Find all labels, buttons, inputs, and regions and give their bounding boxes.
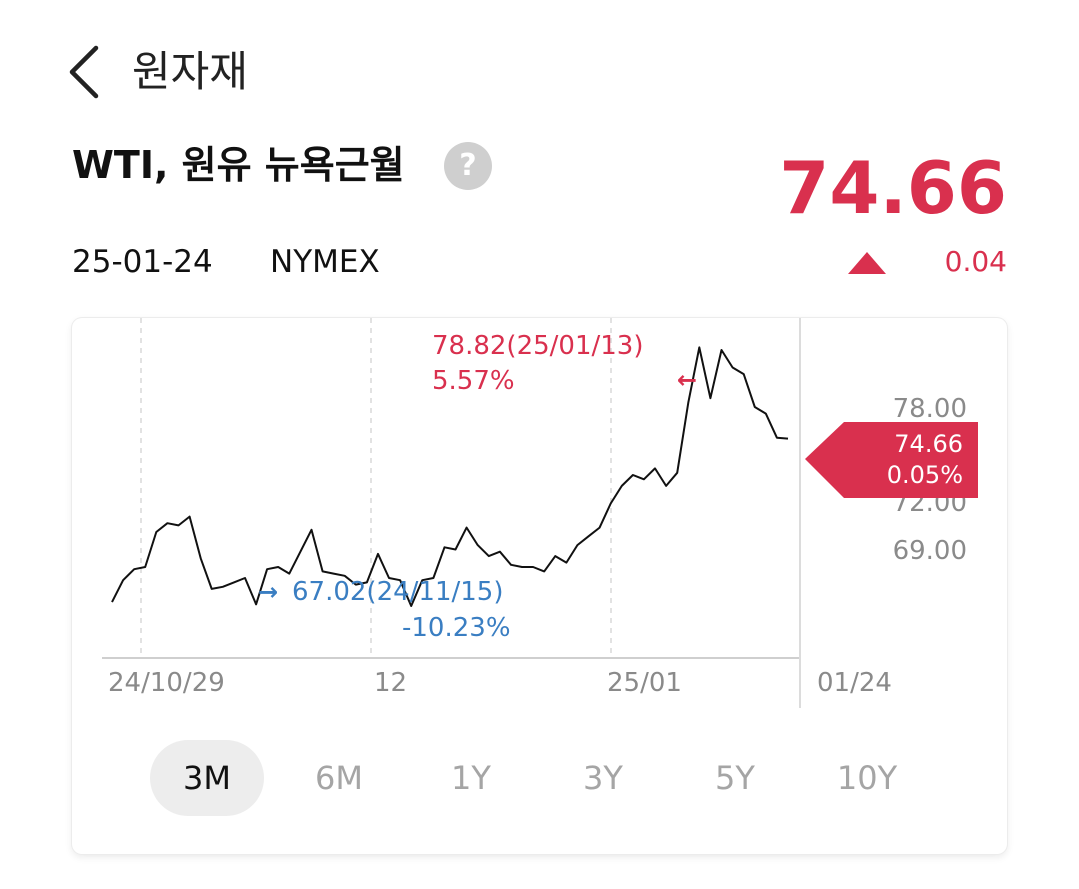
price-chart[interactable]: 24/10/29 12 25/01 01/24 78.00 72.00 69.0… bbox=[72, 318, 1007, 738]
x-tick-label: 25/01 bbox=[607, 668, 682, 698]
high-annotation-label: 78.82(25/01/13) bbox=[432, 331, 644, 361]
x-tick-label: 12 bbox=[374, 668, 407, 698]
tab-10y[interactable]: 10Y bbox=[836, 759, 898, 797]
marker-pct: 0.05% bbox=[887, 461, 963, 489]
back-button[interactable] bbox=[62, 40, 112, 104]
page-title: 원자재 bbox=[132, 47, 248, 96]
tab-3m[interactable]: 3M bbox=[150, 740, 264, 816]
arrow-right-icon: → bbox=[258, 578, 278, 606]
price-change: 0.04 bbox=[944, 245, 1007, 278]
x-tick-label: 24/10/29 bbox=[108, 668, 225, 698]
quote-date: 25-01-24 bbox=[72, 244, 213, 280]
low-annotation-pct: -10.23% bbox=[402, 613, 511, 643]
triangle-up-icon bbox=[848, 252, 886, 274]
x-tick-label: 01/24 bbox=[817, 668, 892, 698]
tab-3y[interactable]: 3Y bbox=[583, 759, 623, 797]
question-circle-icon[interactable]: ? bbox=[444, 142, 492, 190]
tab-5y[interactable]: 5Y bbox=[715, 759, 755, 797]
y-tick-label: 69.00 bbox=[893, 536, 967, 566]
exchange-name: NYMEX bbox=[270, 244, 380, 280]
arrow-left-icon: ← bbox=[677, 366, 697, 394]
instrument-name: WTI, 원유 뉴욕근월 bbox=[72, 143, 405, 187]
low-annotation-label: 67.02(24/11/15) bbox=[292, 577, 504, 607]
current-price-marker bbox=[805, 422, 978, 498]
range-tabs: 3M 6M 1Y 3Y 5Y 10Y bbox=[150, 740, 950, 820]
tab-1y[interactable]: 1Y bbox=[451, 759, 491, 797]
top-bar: 원자재 bbox=[0, 0, 1079, 130]
high-annotation-pct: 5.57% bbox=[432, 366, 515, 396]
chevron-left-icon bbox=[69, 45, 99, 99]
marker-price: 74.66 bbox=[894, 430, 963, 458]
current-price: 74.66 bbox=[779, 146, 1007, 230]
tab-6m[interactable]: 6M bbox=[315, 759, 363, 797]
price-series-line bbox=[111, 346, 789, 607]
y-tick-label: 78.00 bbox=[893, 394, 967, 424]
